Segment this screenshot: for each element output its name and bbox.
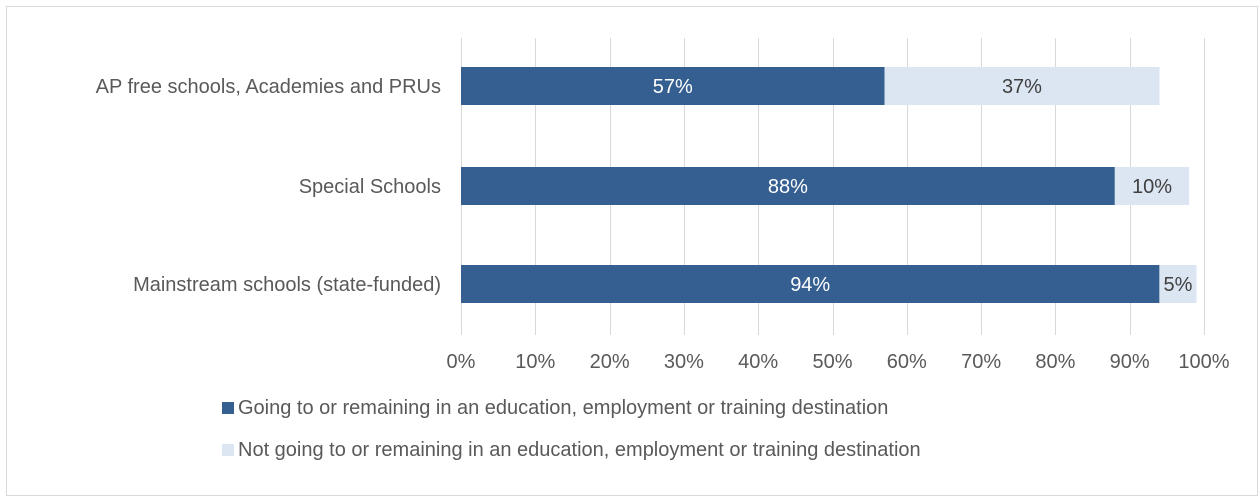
category-labels: AP free schools, Academies and PRUs Speci… — [96, 76, 441, 296]
bar-segment-going — [461, 167, 1115, 205]
bars — [461, 67, 1197, 303]
data-label: 88% — [768, 176, 808, 198]
bar-segment-going — [461, 67, 885, 105]
x-tick-label: 20% — [590, 351, 630, 373]
x-tick-label: 30% — [664, 351, 704, 373]
data-label: 5% — [1164, 274, 1193, 296]
x-tick-label: 80% — [1035, 351, 1075, 373]
data-label: 37% — [1002, 76, 1042, 98]
x-tick-label: 10% — [515, 351, 555, 373]
x-tick-label: 100% — [1178, 351, 1229, 373]
legend-label-going: Going to or remaining in an education, e… — [238, 396, 889, 419]
x-tick-label: 0% — [447, 351, 476, 373]
bar-segment-not-going — [884, 67, 1160, 105]
category-label: Special Schools — [299, 176, 441, 198]
x-tick-label: 40% — [738, 351, 778, 373]
legend-item-going: Going to or remaining in an education, e… — [222, 396, 921, 420]
legend-item-not-going: Not going to or remaining in an educatio… — [222, 438, 921, 462]
bar-segment-not-going — [1159, 265, 1197, 303]
data-label: 57% — [653, 76, 693, 98]
bar-segment-not-going — [1114, 167, 1190, 205]
legend: Going to or remaining in an education, e… — [222, 396, 921, 480]
legend-swatch-going — [222, 402, 234, 414]
category-label: AP free schools, Academies and PRUs — [96, 76, 441, 98]
data-labels: 57% 37% 88% 10% 94% 5% — [653, 76, 1193, 296]
data-label: 10% — [1132, 176, 1172, 198]
x-tick-label: 70% — [961, 351, 1001, 373]
bar-segment-going — [461, 265, 1160, 303]
category-label: Mainstream schools (state-funded) — [133, 274, 441, 296]
data-label: 94% — [790, 274, 830, 296]
stacked-bar-chart: 57% 37% 88% 10% 94% 5% AP free schools, Acade… — [96, 38, 1230, 373]
x-tick-label: 90% — [1110, 351, 1150, 373]
legend-swatch-not-going — [222, 444, 234, 456]
x-axis-tick-labels: 0% 10% 20% 30% 40% 50% 60% 70% 80% 90% 100% — [447, 351, 1230, 373]
x-tick-label: 50% — [812, 351, 852, 373]
legend-label-not-going: Not going to or remaining in an educatio… — [238, 438, 921, 461]
x-tick-label: 60% — [887, 351, 927, 373]
